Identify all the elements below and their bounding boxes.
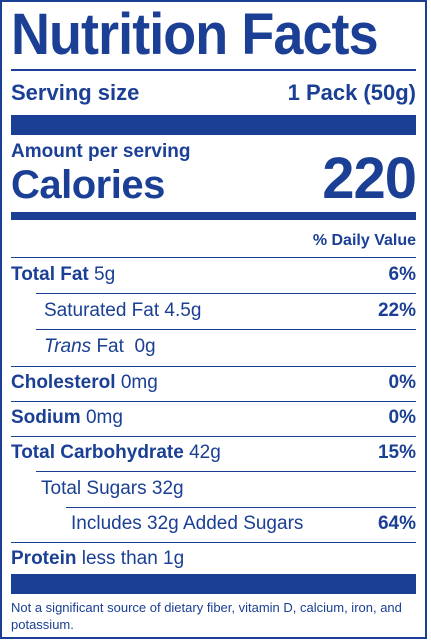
calories-row: Calories 220 — [11, 146, 417, 211]
nutrient-row-total-sugars: Total Sugars 32g — [11, 478, 416, 500]
nutrient-amount: 5g — [94, 264, 116, 285]
nutrient-daily-value: 22% — [377, 300, 416, 321]
divider-rule — [36, 471, 416, 472]
nutrient-amount: 0mg — [120, 372, 158, 393]
nutrient-amount: less than 1g — [81, 548, 185, 569]
footnote: Not a significant source of dietary fibe… — [11, 600, 402, 632]
nutrient-daily-value: 0% — [388, 372, 416, 393]
divider-rule — [66, 507, 416, 508]
divider-rule — [11, 401, 416, 402]
nutrient-name: Cholesterol — [11, 372, 116, 393]
nutrient-row-total-carbohydrate: Total Carbohydrate 42g 15% — [11, 442, 416, 464]
label-title: Nutrition Facts — [11, 2, 379, 67]
nutrient-row-trans-fat: Trans Fat 0g — [11, 336, 416, 358]
label-content: Nutrition Facts Serving size 1 Pack (50g… — [11, 2, 417, 637]
nutrient-daily-value: 0% — [388, 407, 416, 428]
nutrient-row-cholesterol: Cholesterol 0mg 0% — [11, 372, 416, 394]
daily-value-header: % Daily Value — [312, 232, 416, 249]
nutrient-name: Protein — [11, 548, 77, 569]
nutrient-name: Trans — [44, 336, 92, 357]
daily-value-header-row: % Daily Value — [11, 232, 416, 250]
nutrient-name: Saturated Fat — [44, 300, 160, 321]
nutrient-amount: 0mg — [85, 407, 123, 428]
divider-rule — [11, 257, 416, 258]
nutrient-name: Total Fat — [11, 264, 89, 285]
nutrient-amount: 32g — [151, 478, 184, 499]
divider-rule — [11, 436, 416, 437]
added-sugars-text: Includes 32g Added Sugars — [71, 513, 304, 534]
divider-medium — [11, 212, 416, 220]
divider-rule — [36, 293, 416, 294]
calories-value: 220 — [322, 146, 417, 211]
nutrient-name: Sodium — [11, 407, 81, 428]
nutrient-amount: 4.5g — [164, 300, 202, 321]
calories-label: Calories — [11, 163, 165, 207]
serving-size-row: Serving size 1 Pack (50g) — [11, 80, 416, 106]
nutrient-daily-value: 15% — [377, 442, 416, 463]
nutrient-amount: 42g — [189, 442, 221, 463]
serving-size-label: Serving size — [11, 80, 140, 105]
nutrient-amount: 0g — [134, 336, 156, 357]
nutrient-row-added-sugars: Includes 32g Added Sugars 64% — [11, 513, 416, 535]
divider-thin — [11, 69, 416, 71]
nutrient-name-suffix: Fat — [96, 336, 124, 357]
nutrient-row-saturated-fat: Saturated Fat 4.5g 22% — [11, 300, 416, 322]
divider-rule — [36, 329, 416, 330]
nutrient-row-protein: Protein less than 1g — [11, 548, 416, 570]
nutrient-name: Total Carbohydrate — [11, 442, 184, 463]
divider-rule — [11, 542, 416, 543]
nutrient-daily-value: 6% — [388, 264, 416, 285]
divider-heavy — [11, 574, 416, 594]
nutrient-row-total-fat: Total Fat 5g 6% — [11, 264, 416, 286]
amount-per-serving-row: Amount per serving — [11, 141, 416, 163]
divider-rule — [11, 366, 416, 367]
serving-size-value: 1 Pack (50g) — [287, 80, 416, 105]
amount-per-serving-label: Amount per serving — [11, 141, 191, 162]
nutrient-name: Total Sugars — [41, 478, 147, 499]
nutrient-row-sodium: Sodium 0mg 0% — [11, 407, 416, 429]
divider-heavy — [11, 115, 416, 135]
nutrient-daily-value: 64% — [377, 513, 416, 534]
